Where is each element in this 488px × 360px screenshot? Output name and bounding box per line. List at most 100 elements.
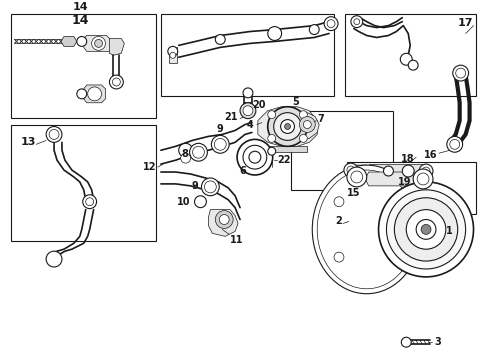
Circle shape (346, 166, 354, 174)
Circle shape (46, 251, 62, 267)
Text: 16: 16 (424, 150, 437, 160)
Polygon shape (294, 113, 319, 140)
Circle shape (77, 36, 86, 46)
Polygon shape (109, 39, 124, 55)
Circle shape (387, 252, 398, 262)
Text: 14: 14 (72, 14, 89, 27)
Circle shape (449, 139, 459, 149)
Polygon shape (348, 165, 368, 175)
Circle shape (94, 40, 102, 48)
Bar (368, 164, 422, 178)
Circle shape (237, 139, 272, 175)
Circle shape (303, 121, 311, 129)
Circle shape (267, 134, 275, 142)
Circle shape (109, 75, 123, 89)
Text: 4: 4 (245, 120, 252, 130)
Text: 11: 11 (230, 235, 243, 246)
Text: 5: 5 (292, 97, 299, 107)
Polygon shape (83, 85, 105, 103)
Bar (344, 14, 474, 96)
Ellipse shape (317, 170, 415, 289)
Circle shape (243, 106, 252, 116)
Circle shape (49, 130, 59, 139)
Circle shape (353, 19, 359, 24)
Circle shape (46, 126, 62, 142)
Circle shape (400, 53, 411, 65)
Circle shape (455, 68, 465, 78)
Circle shape (299, 134, 306, 142)
Circle shape (343, 163, 357, 177)
Text: 22: 22 (277, 155, 290, 165)
Polygon shape (83, 36, 113, 51)
Circle shape (387, 197, 398, 207)
Text: 8: 8 (182, 149, 188, 159)
Bar (161, 14, 333, 96)
Circle shape (87, 87, 102, 101)
Text: 13: 13 (20, 138, 36, 147)
Text: 7: 7 (317, 114, 324, 123)
Circle shape (402, 165, 413, 177)
Bar (290, 111, 392, 190)
Bar (11, 125, 156, 241)
Circle shape (267, 107, 306, 146)
Circle shape (219, 215, 229, 225)
Circle shape (420, 225, 430, 234)
Circle shape (386, 190, 465, 269)
Circle shape (82, 195, 97, 209)
Circle shape (211, 135, 229, 153)
Circle shape (267, 147, 275, 155)
Circle shape (194, 196, 206, 208)
Circle shape (421, 167, 429, 175)
Text: 2: 2 (334, 216, 341, 226)
Circle shape (350, 16, 362, 28)
Circle shape (201, 178, 219, 196)
Circle shape (215, 35, 225, 44)
Polygon shape (46, 253, 62, 265)
Circle shape (112, 78, 120, 86)
Bar (11, 14, 156, 118)
Circle shape (324, 17, 337, 31)
Circle shape (189, 143, 207, 161)
Polygon shape (366, 172, 415, 186)
Circle shape (446, 136, 462, 152)
Text: 10: 10 (177, 197, 190, 207)
Circle shape (204, 181, 216, 193)
Circle shape (407, 60, 417, 70)
Polygon shape (208, 210, 238, 236)
Circle shape (394, 198, 457, 261)
Text: 3: 3 (433, 337, 440, 347)
Text: 12: 12 (142, 162, 156, 172)
Polygon shape (61, 36, 77, 46)
Circle shape (214, 138, 226, 150)
Text: 17: 17 (457, 18, 472, 28)
Circle shape (169, 52, 175, 58)
Text: 19: 19 (398, 177, 411, 187)
Circle shape (309, 24, 319, 35)
Polygon shape (257, 107, 317, 146)
Text: 9: 9 (191, 181, 198, 191)
Text: 6: 6 (239, 166, 245, 176)
Circle shape (350, 171, 362, 183)
Circle shape (181, 153, 190, 163)
Circle shape (284, 123, 290, 130)
Circle shape (418, 164, 432, 178)
Circle shape (346, 167, 366, 187)
Circle shape (248, 151, 260, 163)
Circle shape (299, 111, 306, 118)
Text: 21: 21 (224, 112, 238, 122)
Circle shape (243, 145, 266, 169)
Circle shape (91, 36, 105, 50)
Text: 1: 1 (445, 226, 452, 237)
Circle shape (378, 182, 472, 277)
Text: 15: 15 (346, 188, 360, 198)
Circle shape (243, 88, 252, 98)
Circle shape (215, 211, 233, 228)
Text: 14: 14 (73, 2, 88, 12)
Text: 9: 9 (217, 125, 223, 134)
Circle shape (77, 89, 86, 99)
Circle shape (416, 173, 428, 185)
Circle shape (273, 113, 301, 140)
Text: 20: 20 (251, 100, 265, 110)
Circle shape (192, 146, 204, 158)
Circle shape (415, 220, 435, 239)
